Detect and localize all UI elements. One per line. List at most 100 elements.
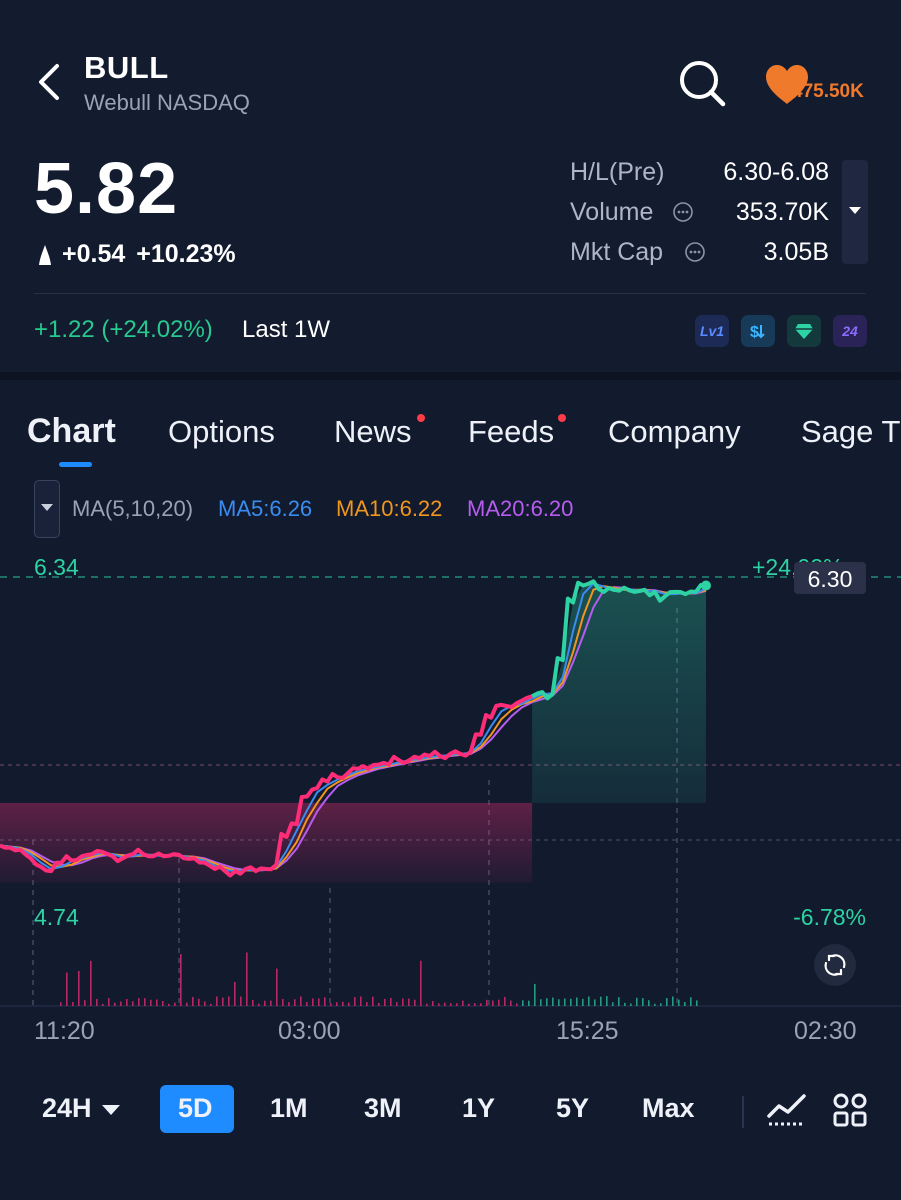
session-select[interactable]: 24H [42, 1093, 121, 1124]
notification-dot [417, 414, 425, 422]
volume-bar [126, 999, 128, 1006]
volume-bar [528, 1000, 530, 1006]
fullscreen-icon [814, 944, 856, 986]
dollar-icon: $ [750, 324, 765, 341]
volume-bar [216, 996, 218, 1006]
volume-bar [696, 1000, 698, 1006]
above-close-area [532, 581, 706, 803]
volume-bar [594, 999, 596, 1006]
volume-bar [444, 1002, 446, 1006]
range-5y[interactable]: 5Y [556, 1093, 590, 1123]
volume-bar [498, 999, 500, 1006]
volume-bar [516, 1003, 518, 1006]
volume-bar [570, 998, 572, 1006]
heart-icon[interactable] [762, 62, 812, 106]
info-icon[interactable] [672, 201, 694, 223]
exchange-label: Webull NASDAQ [84, 90, 250, 115]
change-value: +0.54 [62, 240, 126, 268]
tab-sage[interactable]: Sage T [801, 414, 901, 449]
volume-bar [420, 960, 422, 1006]
fullscreen-button[interactable] [814, 944, 856, 986]
level1-badge-icon[interactable]: Lv1 [695, 315, 729, 347]
tab-chart[interactable]: Chart [27, 412, 116, 450]
volume-bar [378, 1002, 380, 1006]
svg-text:$: $ [750, 324, 759, 341]
ma5-value: MA5:6.26 [218, 496, 313, 521]
info-icon[interactable] [684, 241, 706, 263]
volume-bar [258, 1003, 260, 1006]
volume-bar [426, 1003, 428, 1006]
tab-news[interactable]: News [334, 414, 412, 449]
volume-bar [306, 1001, 308, 1006]
volume-bar [414, 999, 416, 1006]
volume-bar [450, 1003, 452, 1006]
range-3m[interactable]: 3M [364, 1093, 402, 1123]
gem-badge-icon[interactable] [787, 315, 821, 347]
volume-bar [210, 1003, 212, 1006]
volume-bar [366, 1002, 368, 1006]
volume-bar [654, 1003, 656, 1006]
volume-bar [390, 998, 392, 1006]
volume-bar [132, 1001, 134, 1006]
volume-bar [672, 996, 674, 1006]
high-price-label: 6.34 [34, 554, 79, 580]
search-icon[interactable] [676, 57, 728, 109]
volume-bar [522, 1000, 524, 1006]
volume-bar [540, 999, 542, 1006]
stats-expand-button[interactable] [842, 160, 868, 264]
time-tick: 02:30 [794, 1017, 857, 1045]
active-tab-indicator [59, 462, 92, 467]
low-pct-label: -6.78% [793, 904, 866, 930]
volume-bar [660, 1003, 662, 1006]
24h-badge-icon[interactable]: 24 [833, 315, 867, 347]
volume-bar [630, 1003, 632, 1006]
tab-options[interactable]: Options [168, 414, 275, 449]
chart-type-icon[interactable] [766, 1090, 808, 1128]
range-1m[interactable]: 1M [270, 1093, 308, 1123]
volume-bar [102, 1003, 104, 1006]
volume-bar [96, 998, 98, 1006]
volume-bar [684, 1002, 686, 1006]
divider [742, 1096, 744, 1128]
range-5d[interactable]: 5D [178, 1093, 213, 1123]
volume-bar [180, 954, 182, 1006]
volume-bar [162, 1000, 164, 1006]
ma10-value: MA10:6.22 [336, 496, 443, 521]
badge-label: Lv1 [699, 323, 725, 339]
volume-bar [108, 998, 110, 1006]
time-tick: 03:00 [278, 1017, 341, 1045]
ma20-value: MA20:6.20 [467, 496, 574, 521]
volume-bar [612, 1002, 614, 1006]
volume-bar [222, 997, 224, 1006]
volume-bar [438, 1003, 440, 1006]
week-change-label: Last 1W [242, 316, 331, 343]
volume-bar [564, 998, 566, 1006]
volume-bar [252, 1000, 254, 1006]
volume-bar [324, 997, 326, 1006]
volume-bar [372, 996, 374, 1006]
volume-bar [318, 998, 320, 1006]
back-arrow-icon[interactable] [30, 58, 70, 106]
tab-feeds[interactable]: Feeds [468, 414, 555, 449]
tab-company[interactable]: Company [608, 414, 741, 449]
range-1y[interactable]: 1Y [462, 1093, 496, 1123]
range-max[interactable]: Max [642, 1093, 695, 1123]
stat-label-hl-pre: H/L(Pre) [570, 158, 665, 186]
volume-bar [198, 998, 200, 1006]
volume-bar [348, 1002, 350, 1006]
ma-params: MA(5,10,20) [72, 496, 194, 521]
volume-bar [534, 983, 536, 1006]
last-price: 5.82 [34, 149, 179, 229]
up-arrow-icon [39, 245, 51, 265]
volume-bar [642, 998, 644, 1006]
price-chart[interactable]: 6.34 4.74 +24.02% -6.78% 6.30 [0, 548, 901, 1058]
volume-bar [144, 998, 146, 1006]
indicator-dropdown-button[interactable] [34, 480, 60, 538]
session-select-label: 24H [42, 1093, 92, 1123]
dollar-transfer-icon[interactable]: $ [741, 315, 775, 347]
caret-down-icon [41, 504, 53, 511]
volume-bar [228, 996, 230, 1006]
grid-menu-icon[interactable] [832, 1092, 868, 1128]
volume-bar [84, 1000, 86, 1006]
volume-bar [546, 998, 548, 1006]
